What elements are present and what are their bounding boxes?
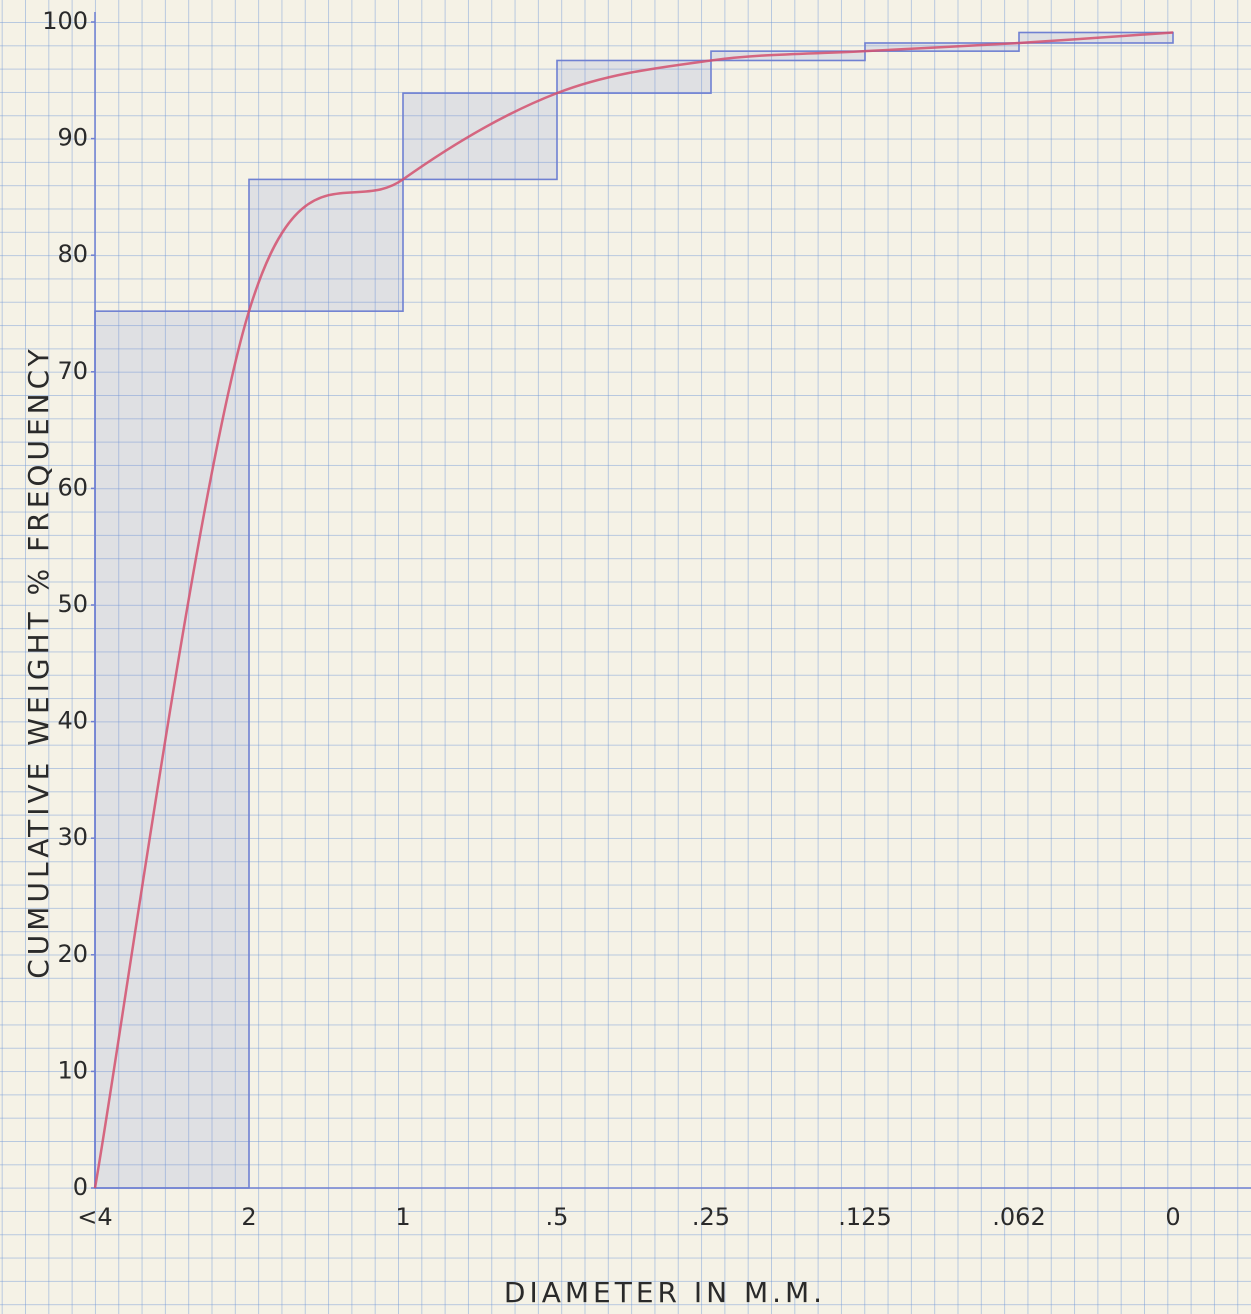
x-tick-label: .5 [546,1203,569,1231]
y-tick-label: 100 [42,7,88,35]
bar [710,50,866,62]
x-tick-label: .062 [992,1203,1045,1231]
y-tick-label: 10 [57,1056,88,1084]
x-tick-label: 1 [395,1203,410,1231]
x-tick-label: 2 [241,1203,256,1231]
y-tick-label: 0 [73,1173,88,1201]
x-tick-label: .25 [692,1203,730,1231]
x-tick-label: .125 [838,1203,891,1231]
x-tick-label: <4 [77,1203,112,1231]
y-tick-label: 40 [57,707,88,735]
bar [556,59,712,94]
y-tick-label: 80 [57,240,88,268]
y-tick-label: 30 [57,823,88,851]
x-tick-label: 0 [1165,1203,1180,1231]
bar [94,310,250,1189]
x-axis-title: DIAMETER IN M.M. [504,1276,826,1309]
y-axis-title: CUMULATIVE WEIGHT % FREQUENCY [22,345,55,979]
bar [248,178,404,312]
y-tick-label: 50 [57,590,88,618]
cumulative-curve [93,31,1174,1189]
y-tick-label: 60 [57,473,88,501]
y-tick-label: 90 [57,124,88,152]
y-tick-label: 70 [57,357,88,385]
y-tick-label: 20 [57,940,88,968]
bar [402,92,558,181]
